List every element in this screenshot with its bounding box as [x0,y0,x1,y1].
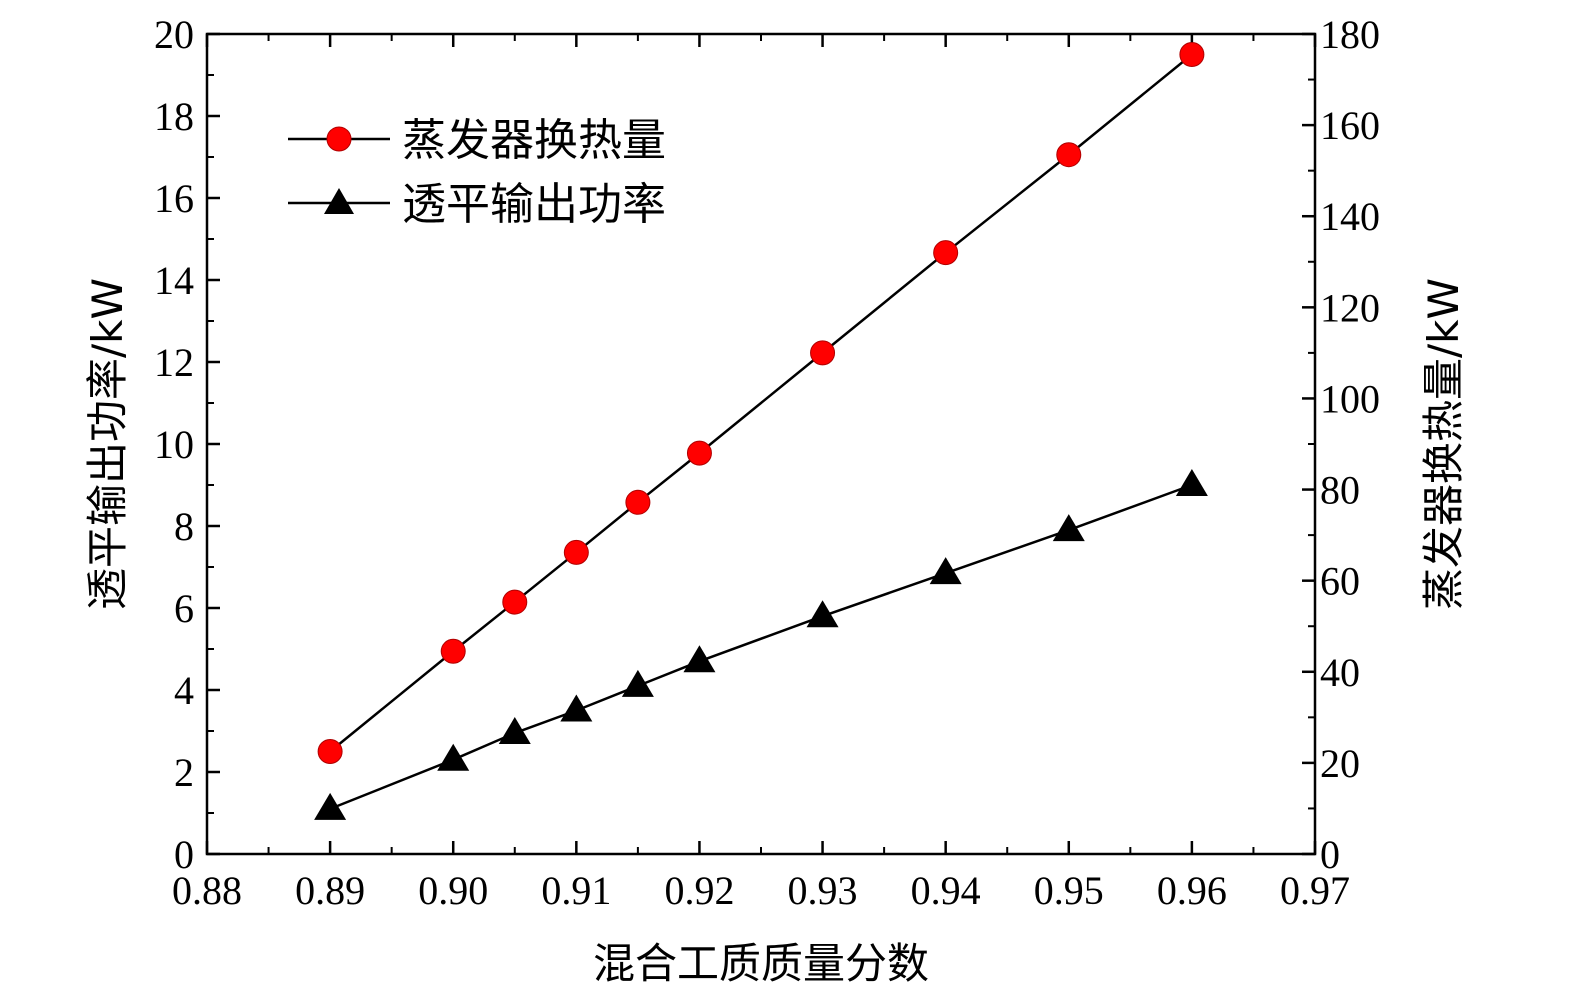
x-tick-label: 0.93 [788,868,858,913]
right-y-tick-label: 80 [1320,468,1360,513]
data-point-turbine [929,557,962,585]
legend: 蒸发器换热量 透平输出功率 [288,115,666,230]
data-point-evaporator [440,638,466,664]
left-y-tick-label: 18 [154,94,194,139]
x-tick-label: 0.90 [418,868,488,913]
x-tick-label: 0.89 [295,868,365,913]
left-y-tick-label: 2 [174,750,194,795]
right-y-tick-label: 60 [1320,559,1360,604]
x-tick-label: 0.91 [541,868,611,913]
series-markers [314,42,1208,820]
right-y-tick-label: 100 [1320,376,1380,421]
plot-area-frame [205,32,1317,856]
data-point-turbine [498,717,531,745]
x-axis-title: 混合工质质量分数 [593,939,929,988]
left-y-tick-label: 10 [154,422,194,467]
left-y-tick-label: 8 [174,504,194,549]
data-point-turbine [1175,469,1208,496]
right-y-tick-label: 120 [1320,285,1380,330]
right-y-tick-label: 140 [1320,194,1380,239]
x-tick-label: 0.88 [172,868,242,913]
series-line-evaporator [329,53,1193,753]
left-y-tick-label: 14 [154,258,194,303]
data-point-turbine [560,694,593,722]
data-point-evaporator [933,240,959,266]
left-y-tick-label: 6 [174,586,194,631]
tick-labels: 0.88 0.89 0.90 0.91 0.92 0.93 0.94 0.95 0.96 0.97… [154,12,1380,913]
tick-marks [205,32,1317,856]
left-y-tick-label: 4 [174,668,194,713]
x-tick-label: 0.95 [1034,868,1104,913]
legend-label-turbine: 透平输出功率 [402,179,666,230]
x-tick-label: 0.94 [911,868,981,913]
data-point-evaporator [317,739,343,764]
data-point-turbine [437,743,470,771]
legend-label-evaporator: 蒸发器换热量 [402,115,666,166]
data-point-turbine [621,669,654,697]
data-point-turbine [806,600,839,628]
data-point-evaporator [1056,142,1082,168]
data-point-evaporator [502,589,528,615]
x-tick-label: 0.92 [664,868,734,913]
x-tick-label: 0.97 [1280,868,1350,913]
data-point-evaporator [625,489,651,515]
left-y-tick-label: 20 [154,12,194,57]
right-y-tick-label: 0 [1320,832,1340,877]
right-y-tick-label: 40 [1320,650,1360,695]
legend-marker-evaporator [326,126,352,152]
x-tick-label: 0.96 [1157,868,1227,913]
series-lines [329,53,1193,811]
data-point-evaporator [810,340,836,366]
left-y-axis-title: 透平输出功率/kW [83,278,132,610]
legend-marker-turbine [324,188,354,214]
data-point-turbine [314,792,347,820]
data-point-evaporator [563,539,589,565]
right-y-axis-title: 蒸发器换热量/kW [1419,278,1468,610]
right-y-tick-label: 180 [1320,12,1380,57]
right-y-tick-label: 20 [1320,741,1360,786]
right-y-tick-label: 160 [1320,103,1380,148]
left-y-tick-label: 16 [154,176,194,221]
data-point-turbine [683,645,716,673]
left-y-tick-label: 0 [174,832,194,877]
data-point-evaporator [686,440,712,466]
series-line-turbine [329,483,1193,811]
left-y-tick-label: 12 [154,340,194,385]
data-point-evaporator [1179,42,1205,67]
data-point-turbine [1052,514,1085,542]
